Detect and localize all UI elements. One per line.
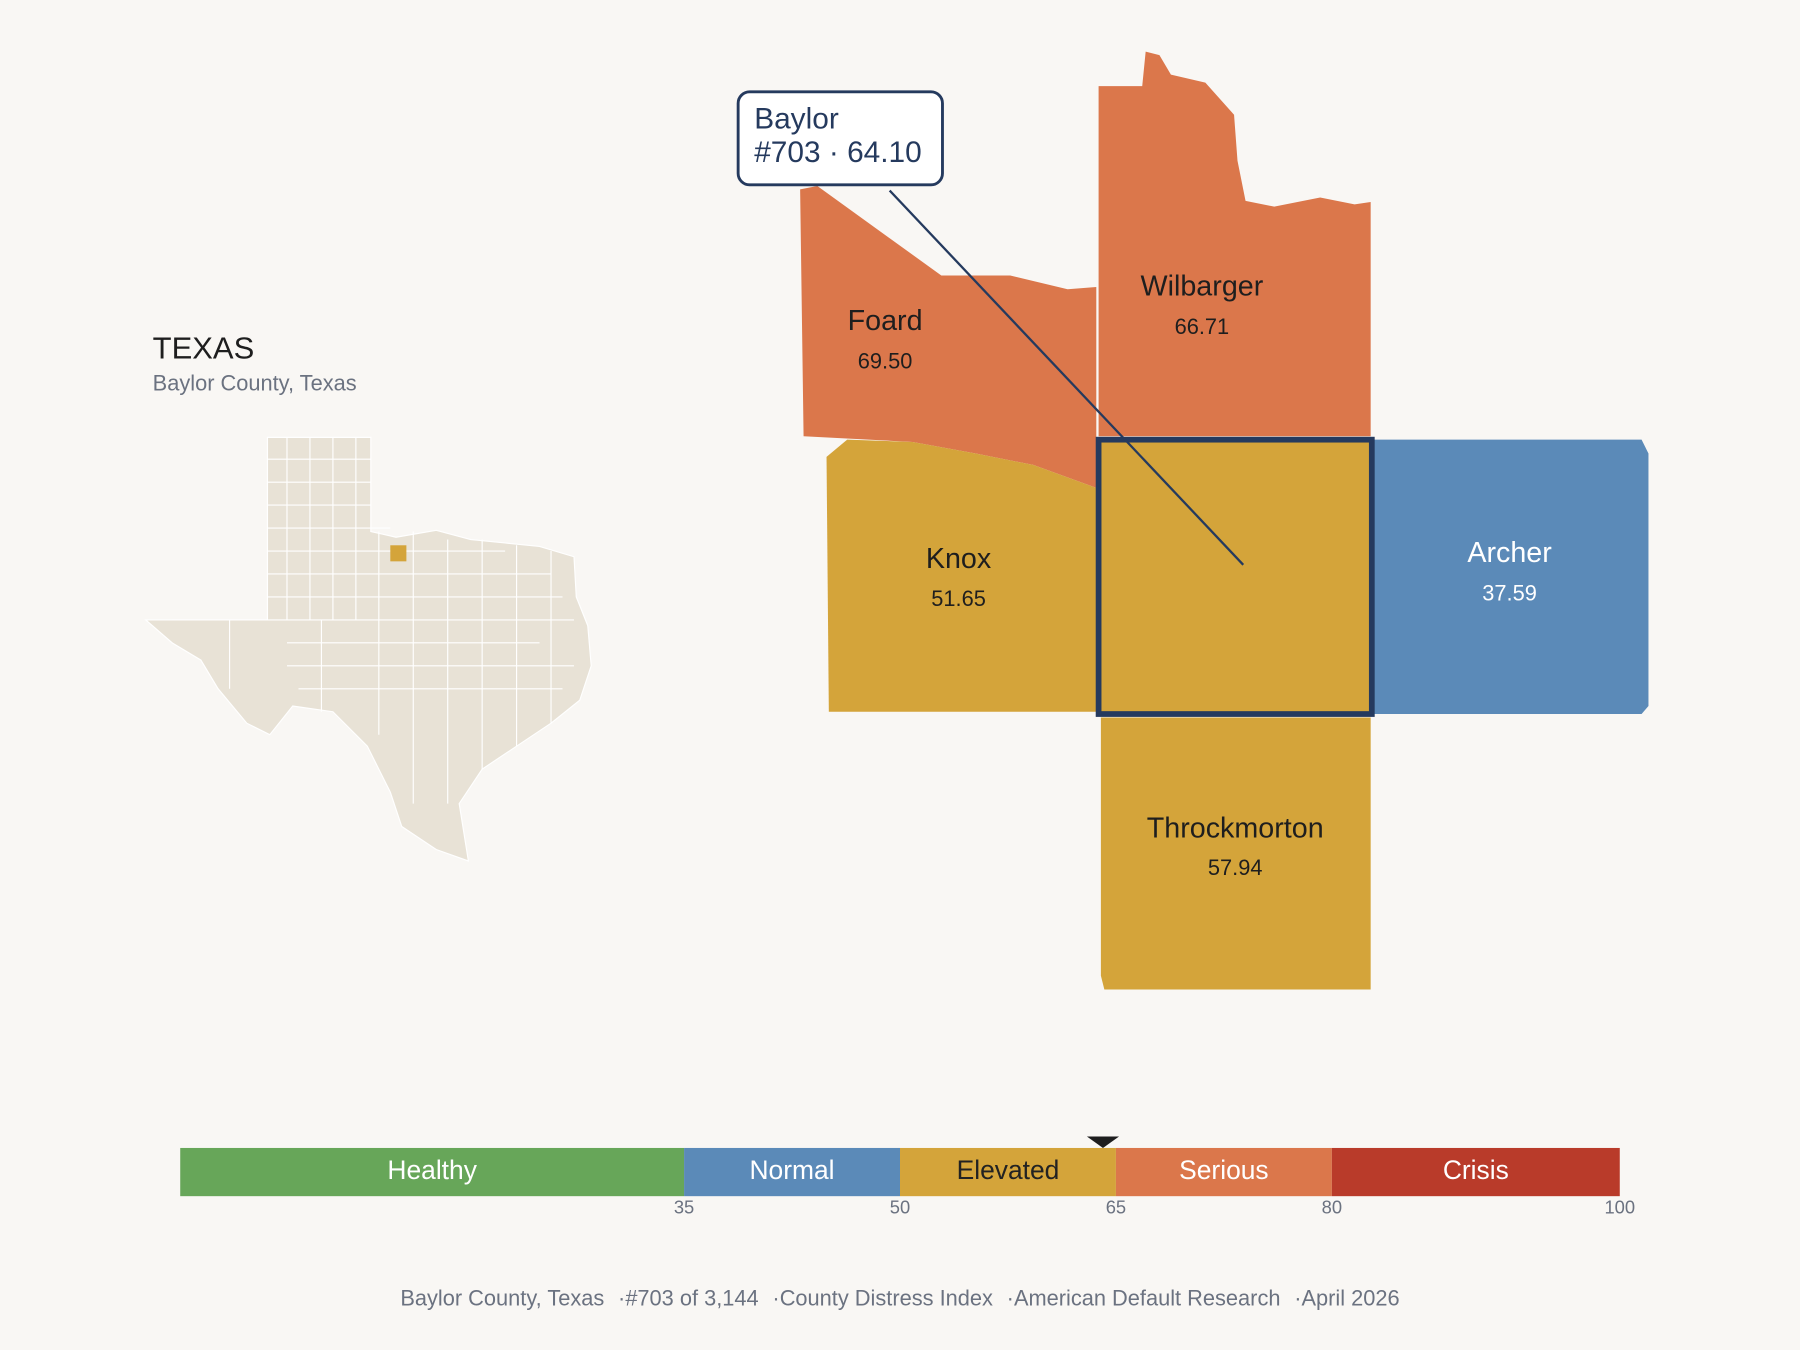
county-name: Wilbarger <box>1141 271 1264 303</box>
scale-band <box>180 1147 685 1197</box>
footer-item: Baylor County, Texas <box>400 1285 604 1310</box>
tick-label: 50 <box>890 1197 910 1218</box>
texas-inset <box>144 436 592 862</box>
callout-name: Baylor <box>754 102 839 135</box>
county-grid <box>172 437 574 804</box>
callout-rank: #703 <box>754 136 820 169</box>
inset-highlight <box>390 545 407 562</box>
footer-item: County Distress Index <box>780 1285 993 1310</box>
county-name: Knox <box>926 543 992 575</box>
tick-label: 80 <box>1322 1197 1342 1218</box>
footer-item: American Default Research <box>1014 1285 1281 1310</box>
county-shape <box>800 185 1097 488</box>
callout-leader <box>888 189 1245 566</box>
county-shape <box>1100 717 1371 990</box>
inset-subtitle: Baylor County, Texas <box>153 370 357 395</box>
footer-separator: · <box>1007 1285 1014 1310</box>
county-shape <box>1098 51 1371 437</box>
band-label: Elevated <box>957 1155 1060 1185</box>
county-name: Archer <box>1467 537 1552 569</box>
county-name: Foard <box>848 305 923 337</box>
callout-separator: · <box>829 136 839 169</box>
scale-band <box>684 1147 900 1197</box>
band-label: Serious <box>1179 1155 1268 1185</box>
band-label: Healthy <box>387 1155 477 1185</box>
footer-item: April 2026 <box>1302 1285 1400 1310</box>
inset-title: TEXAS <box>153 330 255 365</box>
tick-label: 65 <box>1106 1197 1126 1218</box>
county-name: Throckmorton <box>1147 813 1324 845</box>
callout-box <box>736 90 944 187</box>
band-label: Crisis <box>1443 1155 1509 1185</box>
county-shape <box>1374 439 1649 715</box>
texas-shape <box>144 436 592 862</box>
footer-separator: · <box>618 1285 625 1310</box>
footer: Baylor County, Texas ·#703 of 3,144 ·Count… <box>400 1285 1399 1310</box>
tick-label: 100 <box>1604 1197 1635 1218</box>
callout-detail: #703 · 64.10 <box>754 136 922 169</box>
scale-band <box>900 1147 1116 1197</box>
scale-band <box>1331 1147 1620 1197</box>
footer-item: #703 of 3,144 <box>625 1285 758 1310</box>
footer-separator: · <box>1294 1285 1301 1310</box>
scale-band <box>1115 1147 1332 1197</box>
distress-scale: Healthy Normal Elevated Serious Crisis 35 50 65… <box>180 1136 1635 1218</box>
band-label: Normal <box>750 1155 835 1185</box>
county-score: 69.50 <box>858 349 913 374</box>
county-score: 57.94 <box>1208 855 1263 880</box>
county-score: 37.59 <box>1482 580 1537 605</box>
footer-separator: · <box>772 1285 779 1310</box>
county-shape <box>826 439 1097 712</box>
score-marker <box>1086 1136 1120 1148</box>
tick-label: 35 <box>674 1197 694 1218</box>
county-score: 66.71 <box>1175 314 1230 339</box>
callout-score: 64.10 <box>847 136 922 169</box>
selected-county <box>1095 436 1375 717</box>
county-map: Foard 69.50 Wilbarger 66.71 Knox 51.65 A… <box>800 51 1649 990</box>
county-score: 51.65 <box>931 586 986 611</box>
